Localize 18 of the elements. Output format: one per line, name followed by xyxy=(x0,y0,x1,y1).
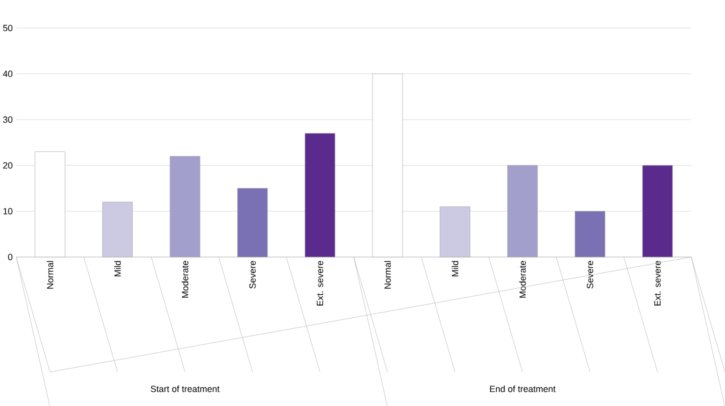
x-tick-label: Moderate xyxy=(182,260,188,298)
x-tick-label: Severe xyxy=(249,260,256,289)
y-tick-label: 20 xyxy=(3,162,12,169)
x-tick-label: Mild xyxy=(452,261,458,276)
x-tick-label: Ext. severe xyxy=(316,260,324,306)
y-tick-label: 40 xyxy=(2,70,12,77)
y-tick-label: 50 xyxy=(3,24,12,32)
text: End of treatment xyxy=(490,386,556,392)
text: Start of treatment xyxy=(150,386,220,392)
y-tick-label: 10 xyxy=(3,208,12,214)
y-tick-label: 30 xyxy=(3,116,12,123)
x-tick-label: Normal xyxy=(384,261,391,289)
x-tick-label: Moderate xyxy=(519,260,526,298)
x-tick-label: Severe xyxy=(586,260,594,289)
y-tick-label: 0 xyxy=(8,254,12,260)
x-tick-label: Mild xyxy=(114,261,121,276)
x-tick-label: Ext. severe xyxy=(654,260,661,306)
x-tick-label: Normal xyxy=(46,261,54,289)
